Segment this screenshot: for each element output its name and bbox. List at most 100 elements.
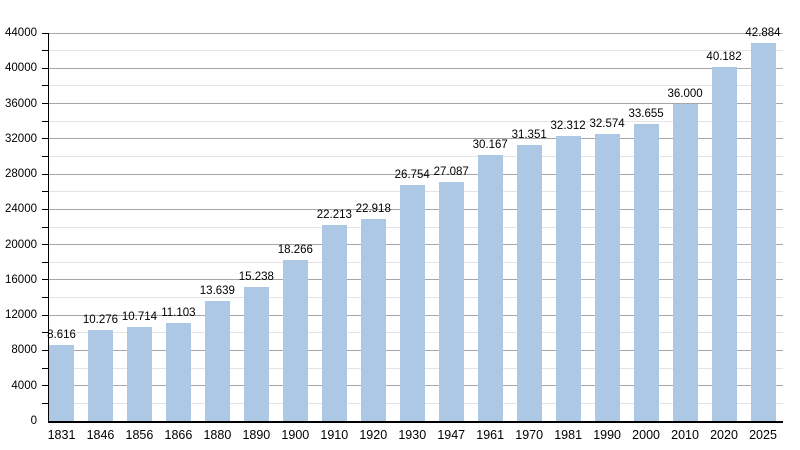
y-axis-label: 44000 xyxy=(5,27,37,39)
x-axis-label: 1947 xyxy=(437,428,466,442)
minor-gridline xyxy=(49,120,783,122)
y-axis-label: 0 xyxy=(30,415,37,427)
bar-value-label: 22.213 xyxy=(316,209,352,222)
y-axis-tick xyxy=(42,279,48,281)
bar-value-label: 11.103 xyxy=(161,307,196,320)
bar-value-label: 31.351 xyxy=(511,128,547,141)
x-axis-label: 1890 xyxy=(242,428,271,442)
y-axis-tick xyxy=(42,349,48,351)
major-gridline xyxy=(49,32,783,34)
y-axis-label: 12000 xyxy=(5,309,37,322)
y-axis-tick xyxy=(42,261,48,263)
plot-area: 8.616 10.276 10.714 11.103 13.639 15.238 18.26… xyxy=(42,27,783,442)
bar-1981 xyxy=(555,136,581,421)
y-axis-tick xyxy=(42,173,48,175)
major-gridline xyxy=(49,103,783,105)
bar-value-label: 10.714 xyxy=(121,310,158,323)
x-axis-label: 1920 xyxy=(359,428,388,442)
x-axis-label: 1866 xyxy=(164,428,193,442)
bar-value-label: 15.238 xyxy=(238,270,274,283)
y-axis-tick xyxy=(42,50,48,52)
bar-2000 xyxy=(633,124,659,421)
bar-2020 xyxy=(711,66,737,421)
y-axis-tick xyxy=(42,367,48,369)
y-axis-label: 8000 xyxy=(11,344,37,357)
bar-1831 xyxy=(49,345,74,421)
bar-1990 xyxy=(594,133,620,421)
major-gridline xyxy=(49,173,783,175)
bar-2025 xyxy=(750,42,776,421)
x-axis-label: 1856 xyxy=(125,428,154,442)
bar-1890 xyxy=(243,286,269,421)
x-axis-label: 1910 xyxy=(320,428,349,442)
x-axis-label: 1831 xyxy=(47,428,76,442)
bar-value-label: 8.616 xyxy=(47,329,76,342)
x-axis-label: 1900 xyxy=(281,428,310,442)
x-axis-label: 2000 xyxy=(632,428,660,442)
y-axis-label: 32000 xyxy=(5,132,37,145)
y-axis-label: 4000 xyxy=(11,379,37,392)
bar-value-label: 13.639 xyxy=(199,284,235,297)
y-axis-tick xyxy=(42,32,48,34)
x-axis-label: 1990 xyxy=(593,428,622,442)
x-axis-label: 1981 xyxy=(554,428,583,442)
y-axis-tick xyxy=(42,244,48,246)
y-axis-label: 16000 xyxy=(5,273,37,286)
minor-gridline xyxy=(49,85,783,87)
bar-value-label: 42.884 xyxy=(745,26,781,39)
minor-gridline xyxy=(49,50,783,52)
bar-1880 xyxy=(204,300,230,421)
y-axis-tick xyxy=(42,120,48,122)
bar-value-label: 32.574 xyxy=(589,117,625,130)
bar-value-label: 33.655 xyxy=(628,108,664,121)
y-axis-tick xyxy=(42,332,48,334)
bar-value-label: 36.000 xyxy=(667,87,703,100)
y-axis-tick xyxy=(42,67,48,69)
bar-1866 xyxy=(165,323,191,421)
bar-value-label: 32.312 xyxy=(550,120,586,133)
y-axis-tick xyxy=(42,385,48,387)
x-axis-label: 1846 xyxy=(86,428,115,442)
y-axis-tick xyxy=(42,138,48,140)
y-axis-tick xyxy=(42,226,48,228)
bar-1846 xyxy=(87,330,113,421)
bar-2010 xyxy=(672,103,698,421)
y-axis-label: 28000 xyxy=(5,168,37,181)
y-axis-label: 20000 xyxy=(5,238,37,251)
x-axis-label: 2025 xyxy=(749,428,777,442)
bar-1900 xyxy=(282,259,308,421)
bar-value-label: 18.266 xyxy=(277,243,313,256)
major-gridline xyxy=(49,138,783,140)
x-axis-label: 1930 xyxy=(398,428,427,442)
bar-value-label: 22.918 xyxy=(355,202,391,215)
bar-1947 xyxy=(438,182,464,421)
x-axis-label: 1961 xyxy=(476,428,505,442)
y-axis-tick xyxy=(42,85,48,87)
y-axis-tick xyxy=(42,191,48,193)
x-axis-label: 2020 xyxy=(710,428,738,442)
bar-value-label: 26.754 xyxy=(394,169,430,182)
major-gridline xyxy=(49,67,783,69)
bar-value-label: 40.182 xyxy=(706,50,742,63)
bar-value-label: 10.276 xyxy=(82,314,119,327)
bar-1970 xyxy=(516,144,542,421)
y-axis-label: 40000 xyxy=(5,62,37,75)
bar-1910 xyxy=(321,225,347,421)
y-axis-label: 36000 xyxy=(5,97,37,110)
bar-1930 xyxy=(399,185,425,421)
y-axis-tick xyxy=(42,155,48,157)
y-axis-tick xyxy=(42,314,48,316)
bar-value-label: 30.167 xyxy=(472,138,508,151)
y-axis-tick xyxy=(42,103,48,105)
x-axis-label: 1880 xyxy=(203,428,232,442)
y-axis-label: 24000 xyxy=(5,203,37,216)
y-axis-tick xyxy=(42,297,48,299)
y-axis-tick xyxy=(42,402,48,404)
x-axis-label: 1970 xyxy=(515,428,544,442)
y-axis-tick xyxy=(42,208,48,210)
bar-1856 xyxy=(126,326,152,421)
bar-1961 xyxy=(477,154,503,421)
x-axis-label: 2010 xyxy=(671,428,699,442)
bar-value-label: 27.087 xyxy=(433,166,469,179)
